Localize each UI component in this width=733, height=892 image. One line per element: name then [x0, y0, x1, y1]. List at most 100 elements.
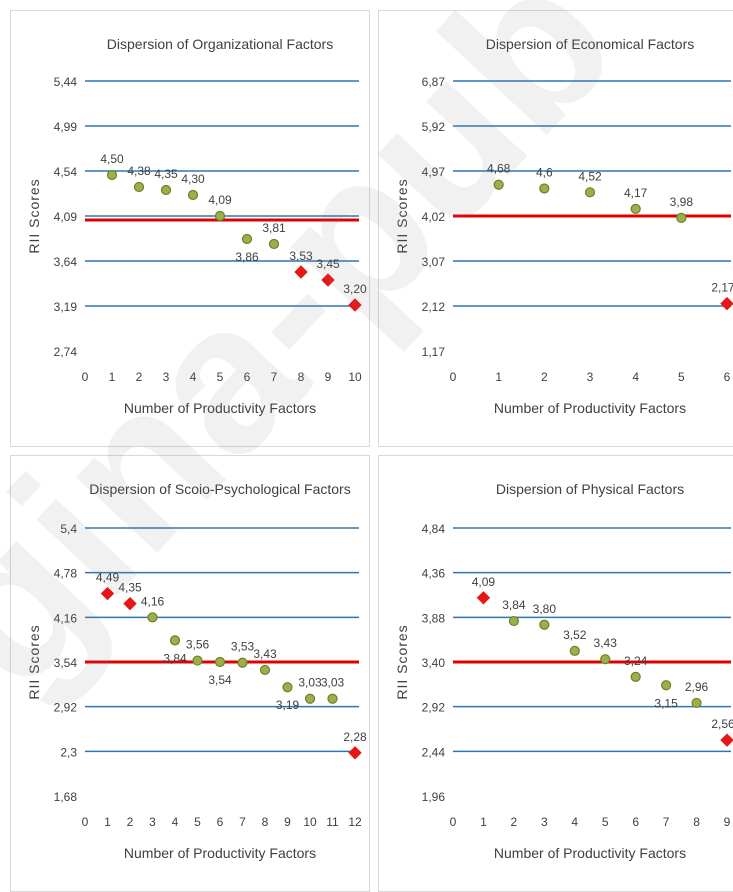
data-label: 3,56: [186, 638, 210, 652]
y-tick-label: 1,96: [422, 790, 446, 804]
data-point-circle: [268, 238, 280, 250]
data-point-diamond: [321, 273, 335, 287]
x-tick-label: 4: [571, 815, 578, 829]
data-point-circle: [569, 645, 580, 656]
data-label: 4,16: [141, 594, 165, 608]
data-label: 3,19: [276, 698, 300, 712]
data-point-circle: [160, 184, 172, 196]
data-label: 3,20: [343, 282, 367, 296]
x-tick-label: 1: [109, 370, 116, 384]
data-point-diamond: [294, 265, 308, 279]
x-tick-label: 1: [104, 815, 111, 829]
y-tick-label: 3,54: [54, 656, 78, 670]
data-point-circle: [630, 671, 641, 682]
x-tick-label: 2: [541, 370, 548, 384]
x-tick-label: 0: [82, 370, 89, 384]
data-label: 3,15: [654, 696, 678, 710]
data-point-circle: [539, 619, 550, 630]
x-tick-label: 0: [450, 370, 457, 384]
x-tick-label: 6: [244, 370, 251, 384]
y-axis-label: RII Scores: [394, 624, 410, 699]
x-axis-label: Number of Productivity Factors: [124, 400, 316, 416]
x-tick-label: 1: [480, 815, 487, 829]
x-tick-label: 4: [172, 815, 179, 829]
x-tick-label: 2: [136, 370, 143, 384]
data-point-diamond: [348, 298, 362, 312]
data-point-circle: [214, 210, 226, 222]
x-tick-label: 0: [82, 815, 89, 829]
y-tick-label: 5,4: [60, 522, 77, 536]
data-label: 3,98: [670, 195, 694, 209]
data-point-circle: [600, 654, 611, 665]
data-label: 2,28: [343, 730, 367, 744]
y-tick-label: 2,3: [60, 745, 77, 759]
y-tick-label: 4,36: [422, 567, 446, 581]
y-tick-label: 3,64: [54, 255, 78, 269]
x-tick-label: 6: [632, 815, 639, 829]
data-point-diamond: [720, 733, 733, 747]
y-tick-label: 4,02: [422, 210, 446, 224]
y-tick-label: 3,07: [422, 255, 446, 269]
data-label: 4,50: [100, 152, 124, 166]
x-tick-label: 5: [194, 815, 201, 829]
y-tick-label: 1,17: [422, 345, 446, 359]
x-tick-label: 8: [693, 815, 700, 829]
data-point-circle: [106, 169, 118, 181]
data-point-diamond: [123, 596, 137, 611]
chart-panel-physical: Dispersion of Physical Factors 1,96 2,44 2,…: [378, 455, 733, 892]
data-label: 3,43: [594, 636, 618, 650]
data-point-circle: [630, 203, 641, 214]
y-tick-label: 6,87: [422, 75, 446, 89]
y-tick-label: 4,54: [54, 165, 78, 179]
x-tick-label: 4: [190, 370, 197, 384]
data-label: 3,03: [321, 676, 345, 690]
chart-title: Dispersion of Economical Factors: [486, 36, 695, 52]
data-label: 3,81: [262, 221, 286, 235]
data-label: 3,03: [298, 676, 322, 690]
y-tick-label: 1,68: [54, 790, 78, 804]
data-point-circle: [237, 657, 248, 668]
x-tick-label: 6: [724, 370, 731, 384]
data-label: 3,84: [163, 651, 187, 665]
data-point-diamond: [348, 746, 362, 760]
x-tick-label: 5: [678, 370, 685, 384]
data-label: 3,52: [563, 628, 587, 642]
chart-panel-economical: Dispersion of Economical Factors 1,17 2,12…: [378, 10, 733, 447]
x-tick-label: 1: [495, 370, 502, 384]
x-tick-label: 9: [284, 815, 291, 829]
y-tick-label: 2,74: [54, 345, 78, 359]
data-point-circle: [691, 697, 702, 709]
y-tick-label: 2,44: [422, 745, 446, 759]
x-tick-label: 9: [325, 370, 332, 384]
x-axis-label: Number of Productivity Factors: [124, 845, 316, 861]
data-label: 3,84: [502, 598, 526, 612]
data-point-circle: [584, 187, 596, 198]
x-tick-label: 2: [127, 815, 134, 829]
x-tick-label: 5: [217, 370, 224, 384]
data-label: 2,56: [711, 717, 733, 731]
y-tick-label: 4,99: [54, 120, 78, 134]
y-axis-label: RII Scores: [394, 178, 410, 253]
x-tick-label: 8: [298, 370, 305, 384]
data-label: 4,35: [154, 167, 178, 181]
data-point-circle: [304, 693, 316, 704]
y-axis-label: RII Scores: [26, 624, 42, 699]
data-label: 4,35: [118, 581, 142, 595]
data-point-circle: [192, 655, 203, 666]
data-label: 4,52: [578, 169, 602, 183]
data-label: 2,17: [711, 281, 733, 295]
data-label: 4,30: [181, 172, 205, 186]
y-tick-label: 5,92: [422, 120, 446, 134]
chart-svg: Dispersion of Scoio-Psychological Factor…: [26, 481, 367, 861]
x-tick-label: 3: [163, 370, 170, 384]
data-label: 3,43: [253, 647, 277, 661]
data-label: 3,24: [624, 654, 648, 668]
chart-title: Dispersion of Scoio-Psychological Factor…: [89, 481, 350, 497]
x-tick-label: 7: [271, 370, 278, 384]
x-tick-label: 5: [602, 815, 609, 829]
data-label: 4,09: [208, 193, 232, 207]
data-point-circle: [508, 615, 519, 627]
data-point-circle: [169, 635, 181, 646]
data-point-circle: [282, 682, 293, 693]
data-label: 3,53: [289, 249, 313, 263]
